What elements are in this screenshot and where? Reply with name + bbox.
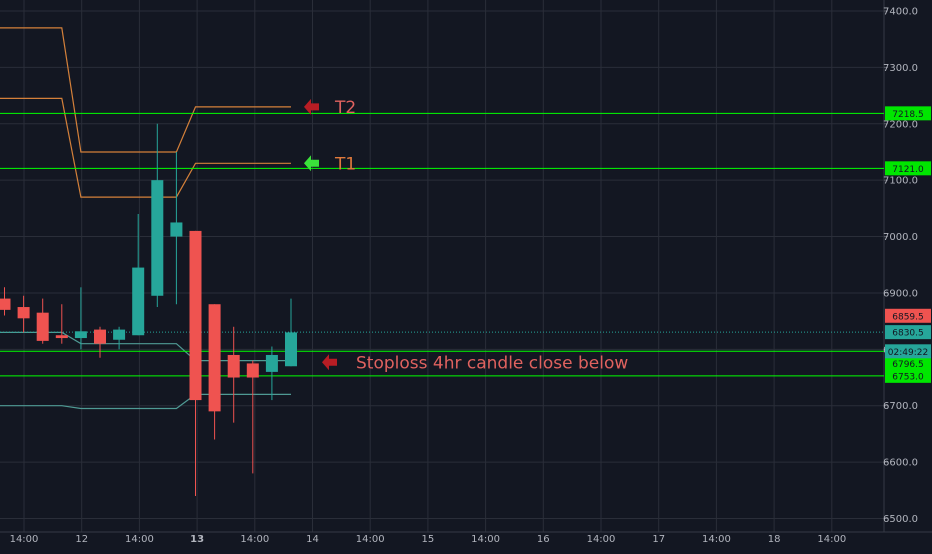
x-tick-label: 14:00: [587, 534, 616, 545]
price-badge: [885, 325, 931, 340]
y-tick-label: 7300.0: [883, 63, 918, 74]
indicator-upper-orange: [0, 27, 291, 153]
indicator-lower-orange: [0, 97, 291, 198]
y-tick-label: 7100.0: [883, 176, 918, 187]
x-tick-label: 14:00: [471, 534, 500, 545]
x-tick-label: 14:00: [125, 534, 154, 545]
x-tick-label: 14:00: [702, 534, 731, 545]
candle-body[interactable]: [132, 267, 145, 336]
price-badge-text: 02:49:22: [888, 348, 928, 358]
candle-body[interactable]: [227, 354, 240, 378]
x-tick-label: 14:00: [356, 534, 385, 545]
annotation-arrow-icon: [304, 98, 319, 115]
candle-body[interactable]: [113, 329, 126, 340]
candle-body[interactable]: [17, 307, 30, 319]
annotation-label: Stoploss 4hr candle close below: [356, 353, 628, 373]
x-tick-label: 12: [75, 534, 88, 545]
candle-body[interactable]: [94, 329, 106, 344]
x-tick-label: 14:00: [240, 534, 269, 545]
y-tick-label: 6600.0: [883, 458, 918, 469]
annotation-arrow-icon: [304, 155, 319, 172]
x-tick-label: 14:00: [817, 534, 846, 545]
candle-body[interactable]: [285, 332, 297, 367]
x-tick-label: 13: [190, 534, 204, 545]
candle-body[interactable]: [74, 331, 87, 339]
annotation-label: T2: [334, 98, 356, 118]
level-badge: [885, 368, 931, 383]
y-tick-label: 6700.0: [883, 401, 918, 412]
x-tick-label: 17: [652, 534, 665, 545]
candle-body[interactable]: [265, 354, 278, 372]
annotation-arrow-icon: [322, 354, 337, 371]
candle-body[interactable]: [0, 298, 11, 310]
annotation-label: T1: [334, 154, 356, 174]
price-badge: [885, 344, 931, 359]
candle-body[interactable]: [246, 363, 259, 378]
candle-body[interactable]: [208, 304, 221, 412]
x-tick-label: 15: [422, 534, 435, 545]
y-tick-label: 7000.0: [883, 232, 918, 243]
x-tick-label: 14: [306, 534, 319, 545]
level-badge: [885, 106, 931, 121]
price-badge-text: 6830.5: [892, 329, 924, 339]
y-tick-label: 6900.0: [883, 288, 918, 299]
level-badge-text: 7218.5: [892, 110, 924, 120]
y-tick-label: 7200.0: [883, 119, 918, 130]
level-badge: [885, 161, 931, 176]
price-badge: [885, 308, 931, 323]
candle-body[interactable]: [170, 222, 183, 237]
y-tick-label: 6500.0: [883, 514, 918, 525]
x-tick-label: 18: [768, 534, 781, 545]
level-badge-text: 6796.5: [892, 360, 924, 370]
level-badge-text: 7121.0: [892, 165, 924, 175]
candle-body[interactable]: [36, 312, 49, 341]
y-tick-label: 7400.0: [883, 7, 918, 18]
candle-body[interactable]: [55, 335, 68, 339]
x-tick-label: 14:00: [10, 534, 39, 545]
candle-body[interactable]: [189, 230, 202, 401]
price-badge-text: 6859.5: [892, 312, 924, 322]
candle-body[interactable]: [151, 180, 164, 296]
level-badge-text: 6753.0: [892, 372, 924, 382]
x-tick-label: 16: [537, 534, 550, 545]
level-badge: [885, 356, 931, 371]
